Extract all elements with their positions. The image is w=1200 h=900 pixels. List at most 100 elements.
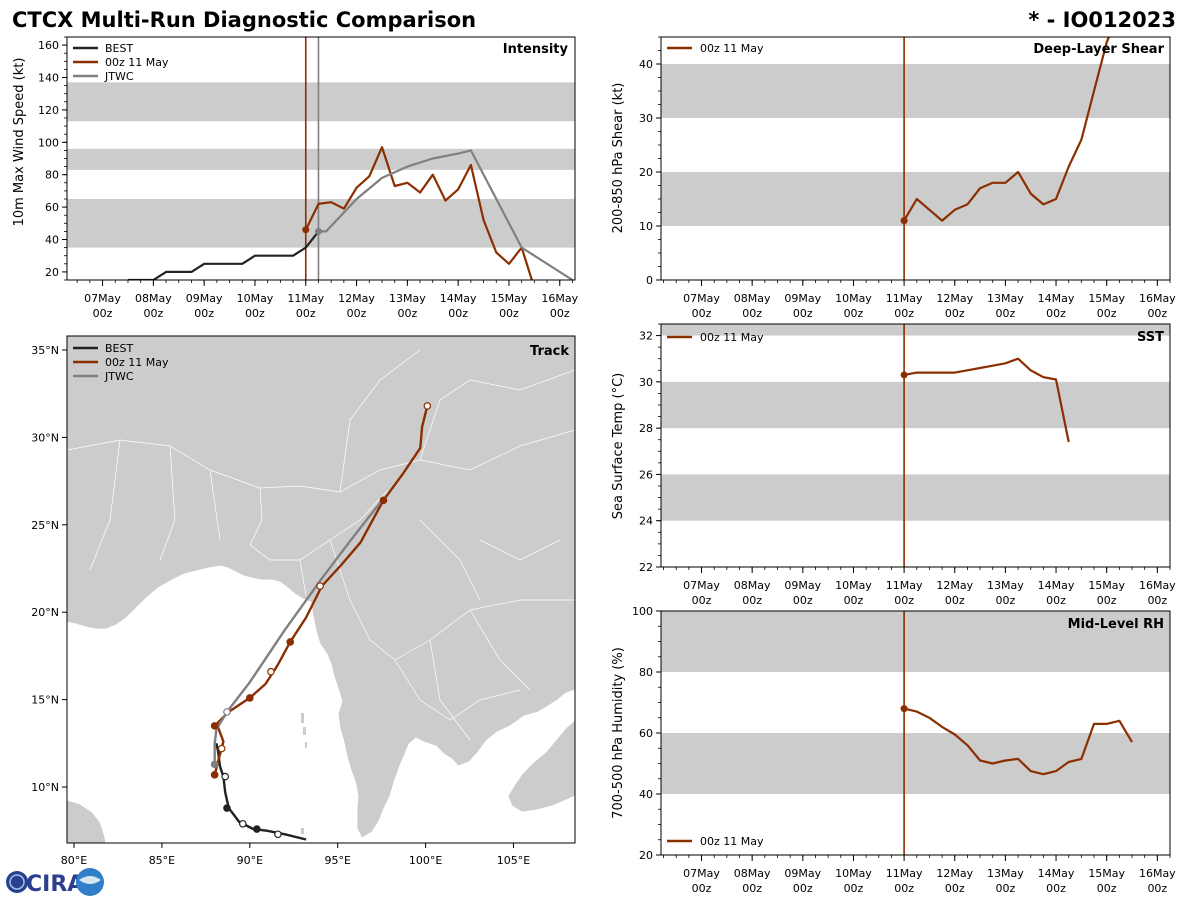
intensity-xtick-hour: 00z — [245, 307, 265, 320]
legend-best: BEST — [105, 42, 133, 55]
intensity-lines — [128, 37, 574, 280]
sst-xtick-day: 15May — [1088, 579, 1125, 592]
sst-xtick-hour: 00z — [1046, 594, 1066, 607]
track-marker — [267, 667, 275, 676]
intensity-ylabel: 10m Max Wind Speed (kt) — [12, 58, 27, 227]
rh-xtick-day: 11May — [886, 867, 923, 880]
track-marker — [221, 772, 230, 781]
sst-band — [661, 474, 1170, 521]
rh-ytick-label: 20 — [639, 849, 653, 862]
shear-band — [661, 64, 1170, 118]
shear-ytick-label: 30 — [639, 112, 653, 125]
sst-title: SST — [1137, 330, 1164, 345]
intensity-xtick-day: 08May — [135, 292, 172, 305]
track-marker — [423, 402, 432, 410]
intensity-xtick-day: 07May — [84, 292, 121, 305]
cira-logo: CIRA — [6, 868, 104, 897]
sst-frame — [660, 323, 1171, 568]
shear-legend: 00z 11 May — [667, 42, 764, 55]
intensity-ytick-label: 80 — [45, 169, 59, 182]
rh-xtick-hour: 00z — [844, 882, 864, 895]
intensity-series-line — [128, 230, 320, 280]
shear-xtick-hour: 00z — [1147, 307, 1167, 320]
land-indochina — [507, 719, 575, 813]
sst-ytick-label: 30 — [639, 376, 653, 389]
rh-xtick-day: 16May — [1139, 867, 1176, 880]
sst-ytick-label: 32 — [639, 330, 653, 343]
track-ytick-label: 15°N — [31, 694, 59, 707]
sst-band — [661, 324, 1170, 336]
track-map — [67, 336, 575, 843]
intensity-legend: BEST 00z 11 May JTWC — [73, 42, 169, 83]
sst-ytick-label: 26 — [639, 468, 653, 481]
track-ytick-label: 35°N — [31, 344, 59, 357]
legend-jtwc: JTWC — [104, 70, 134, 83]
sst-legend: 00z 11 May — [667, 331, 764, 344]
rh-series-line — [903, 707, 1133, 776]
sst-xtick-hour: 00z — [1147, 594, 1167, 607]
shear-bands — [661, 64, 1170, 226]
intensity-ytick-label: 60 — [45, 201, 59, 214]
track-xtick-label: 105°E — [497, 854, 530, 867]
intensity-xtick-day: 12May — [338, 292, 375, 305]
track-lines — [210, 402, 432, 841]
rh-xtick-day: 08May — [734, 867, 771, 880]
intensity-xtick-hour: 00z — [194, 307, 214, 320]
rh-lines — [900, 611, 1133, 855]
rh-xtick-day: 09May — [784, 867, 821, 880]
intensity-xtick-hour: 00z — [397, 307, 417, 320]
rh-xtick-hour: 00z — [996, 882, 1016, 895]
sst-bands — [661, 324, 1170, 521]
rh-xtick-day: 13May — [987, 867, 1024, 880]
sst-xtick-day: 13May — [987, 579, 1024, 592]
track-legend: BEST 00z 11 May JTWC — [73, 342, 169, 383]
track-marker — [210, 760, 219, 769]
rh-series-marker — [900, 705, 908, 713]
track-marker — [238, 819, 247, 828]
rh-bands — [661, 611, 1170, 794]
shear-band — [661, 172, 1170, 226]
shear-title: Deep-Layer Shear — [1033, 42, 1164, 57]
sst-series-marker — [900, 371, 908, 379]
intensity-xtick-hour: 00z — [93, 307, 113, 320]
intensity-band — [67, 199, 575, 248]
sst-lines — [900, 324, 1070, 567]
intensity-ytick-label: 20 — [45, 266, 59, 279]
sst-xtick-hour: 00z — [742, 594, 762, 607]
shear-ytick-label: 10 — [639, 220, 653, 233]
intensity-ytick-label: 120 — [38, 104, 59, 117]
shear-xtick-hour: 00z — [996, 307, 1016, 320]
shear-xtick-day: 16May — [1139, 292, 1176, 305]
shear-panel: 0 10 20 30 40 07May 00z 08May 00z 09May 00z 10May 00… — [611, 36, 1176, 320]
intensity-band — [67, 148, 575, 170]
track-marker — [210, 722, 219, 730]
intensity-band — [67, 82, 575, 122]
intensity-xtick-day: 10May — [237, 292, 274, 305]
shear-xtick-day: 12May — [936, 292, 973, 305]
track-xtick-label: 80°E — [61, 854, 87, 867]
sst-ytick-label: 22 — [639, 561, 653, 574]
sst-ytick-label: 28 — [639, 422, 653, 435]
sst-xtick-hour: 00z — [1097, 594, 1117, 607]
sst-panel: 22 24 26 28 30 32 07May 00z 08May 00z 09May 00z 10Ma… — [611, 323, 1176, 607]
intensity-series-line — [304, 146, 534, 280]
rh-axes: 20 40 60 80 100 07May 00z 08May 00z 09May 00z 10May… — [632, 605, 1176, 895]
intensity-xtick-hour: 00z — [448, 307, 468, 320]
track-ytick-label: 20°N — [31, 606, 59, 619]
sst-xtick-hour: 00z — [844, 594, 864, 607]
track-marker — [316, 582, 324, 590]
sst-xtick-day: 11May — [886, 579, 923, 592]
rh-xtick-day: 15May — [1088, 867, 1125, 880]
rh-xtick-day: 07May — [683, 867, 720, 880]
shear-xtick-hour: 00z — [844, 307, 864, 320]
intensity-ytick-label: 140 — [38, 72, 59, 85]
rh-xtick-day: 14May — [1038, 867, 1075, 880]
intensity-axes: 20 40 60 80 100 120 140 160 07May 00z 08May 00z 09Ma… — [38, 36, 579, 320]
rh-xtick-hour: 00z — [1147, 882, 1167, 895]
track-ytick-label: 25°N — [31, 519, 59, 532]
shear-xtick-day: 13May — [987, 292, 1024, 305]
rh-legend: 00z 11 May — [667, 835, 764, 848]
sst-xtick-day: 12May — [936, 579, 973, 592]
shear-xtick-hour: 00z — [742, 307, 762, 320]
intensity-xtick-day: 11May — [287, 292, 324, 305]
